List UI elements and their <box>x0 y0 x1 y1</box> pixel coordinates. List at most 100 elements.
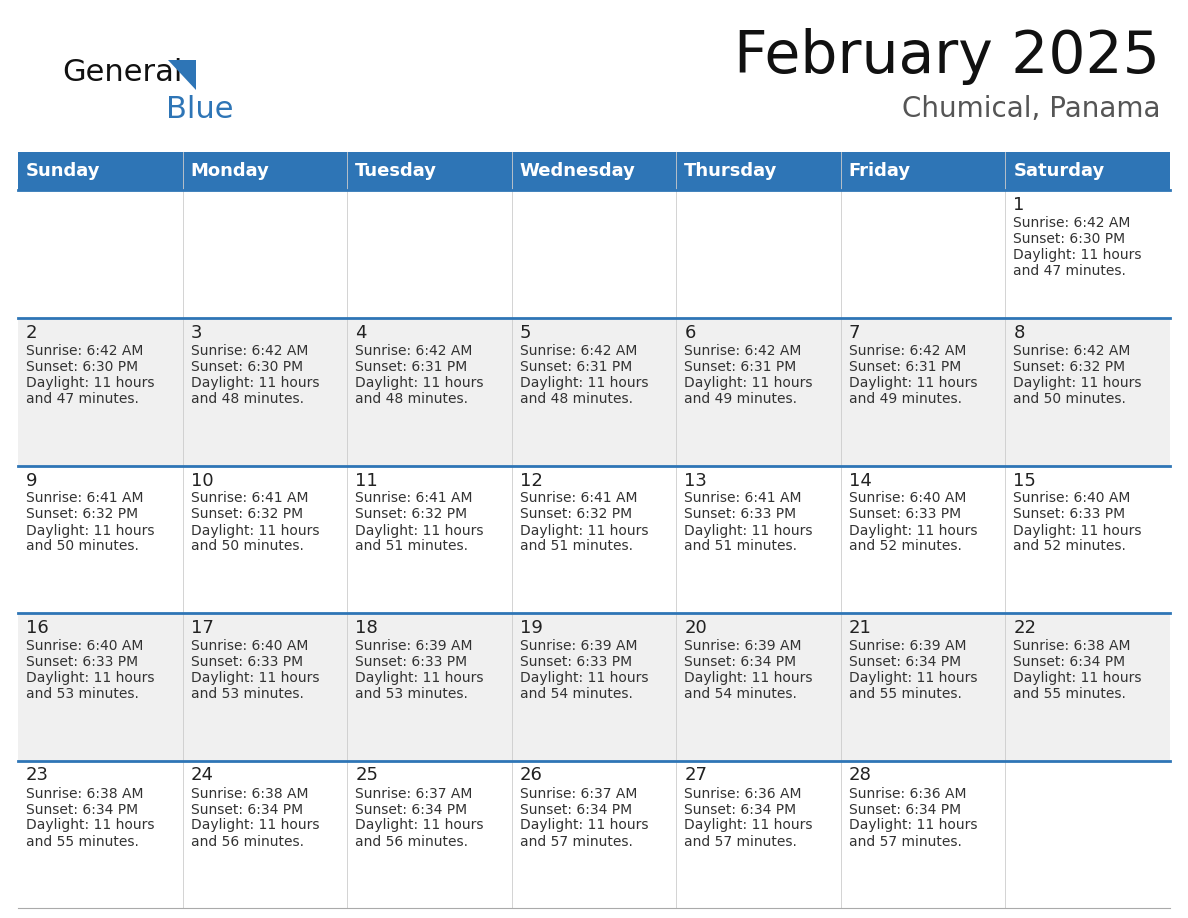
Text: 6: 6 <box>684 324 696 342</box>
Text: Blue: Blue <box>166 95 234 124</box>
Text: Sunrise: 6:38 AM: Sunrise: 6:38 AM <box>190 787 308 800</box>
Text: Sunset: 6:34 PM: Sunset: 6:34 PM <box>684 655 796 669</box>
Text: and 56 minutes.: and 56 minutes. <box>355 834 468 848</box>
Text: Sunrise: 6:37 AM: Sunrise: 6:37 AM <box>355 787 473 800</box>
Text: Sunset: 6:34 PM: Sunset: 6:34 PM <box>190 802 303 816</box>
Text: 25: 25 <box>355 767 378 785</box>
Text: Daylight: 11 hours: Daylight: 11 hours <box>519 376 649 390</box>
Text: 16: 16 <box>26 619 49 637</box>
Text: Sunset: 6:31 PM: Sunset: 6:31 PM <box>849 360 961 374</box>
Text: Daylight: 11 hours: Daylight: 11 hours <box>190 671 320 685</box>
Text: and 49 minutes.: and 49 minutes. <box>684 392 797 406</box>
Text: Sunset: 6:33 PM: Sunset: 6:33 PM <box>355 655 467 669</box>
Text: 17: 17 <box>190 619 214 637</box>
Text: Daylight: 11 hours: Daylight: 11 hours <box>355 523 484 538</box>
Text: Daylight: 11 hours: Daylight: 11 hours <box>1013 248 1142 262</box>
Text: Tuesday: Tuesday <box>355 162 437 180</box>
Bar <box>18 465 1170 613</box>
Text: and 53 minutes.: and 53 minutes. <box>26 687 139 701</box>
Text: Sunrise: 6:42 AM: Sunrise: 6:42 AM <box>684 344 802 358</box>
Text: Daylight: 11 hours: Daylight: 11 hours <box>849 671 978 685</box>
Text: Daylight: 11 hours: Daylight: 11 hours <box>519 523 649 538</box>
Text: Sunset: 6:34 PM: Sunset: 6:34 PM <box>684 802 796 816</box>
Text: 5: 5 <box>519 324 531 342</box>
Text: Sunrise: 6:39 AM: Sunrise: 6:39 AM <box>849 639 966 653</box>
Text: 4: 4 <box>355 324 367 342</box>
Text: February 2025: February 2025 <box>734 28 1159 85</box>
Text: 18: 18 <box>355 619 378 637</box>
Text: Sunset: 6:31 PM: Sunset: 6:31 PM <box>519 360 632 374</box>
Text: Sunset: 6:32 PM: Sunset: 6:32 PM <box>355 508 467 521</box>
Polygon shape <box>168 60 196 90</box>
Text: Sunrise: 6:42 AM: Sunrise: 6:42 AM <box>355 344 473 358</box>
Text: Friday: Friday <box>849 162 911 180</box>
Text: Daylight: 11 hours: Daylight: 11 hours <box>190 376 320 390</box>
Text: Sunset: 6:34 PM: Sunset: 6:34 PM <box>1013 655 1125 669</box>
Text: Sunrise: 6:36 AM: Sunrise: 6:36 AM <box>684 787 802 800</box>
Text: and 51 minutes.: and 51 minutes. <box>519 540 633 554</box>
Text: Sunset: 6:33 PM: Sunset: 6:33 PM <box>26 655 138 669</box>
Text: and 55 minutes.: and 55 minutes. <box>849 687 962 701</box>
Text: 26: 26 <box>519 767 543 785</box>
Text: 24: 24 <box>190 767 214 785</box>
Text: and 56 minutes.: and 56 minutes. <box>190 834 304 848</box>
Text: Daylight: 11 hours: Daylight: 11 hours <box>849 376 978 390</box>
Text: and 57 minutes.: and 57 minutes. <box>519 834 632 848</box>
Text: Daylight: 11 hours: Daylight: 11 hours <box>519 819 649 833</box>
Text: Daylight: 11 hours: Daylight: 11 hours <box>849 819 978 833</box>
Text: Sunset: 6:34 PM: Sunset: 6:34 PM <box>355 802 467 816</box>
Text: Sunset: 6:30 PM: Sunset: 6:30 PM <box>26 360 138 374</box>
Text: Daylight: 11 hours: Daylight: 11 hours <box>355 671 484 685</box>
Text: Sunrise: 6:42 AM: Sunrise: 6:42 AM <box>1013 344 1131 358</box>
Text: 3: 3 <box>190 324 202 342</box>
Text: Sunrise: 6:40 AM: Sunrise: 6:40 AM <box>1013 491 1131 506</box>
Text: and 47 minutes.: and 47 minutes. <box>26 392 139 406</box>
Text: and 50 minutes.: and 50 minutes. <box>190 540 303 554</box>
Text: 9: 9 <box>26 472 38 489</box>
Text: and 51 minutes.: and 51 minutes. <box>684 540 797 554</box>
Text: Daylight: 11 hours: Daylight: 11 hours <box>684 523 813 538</box>
Text: Sunset: 6:31 PM: Sunset: 6:31 PM <box>355 360 467 374</box>
Text: 1: 1 <box>1013 196 1025 214</box>
Text: Sunset: 6:30 PM: Sunset: 6:30 PM <box>190 360 303 374</box>
Text: and 48 minutes.: and 48 minutes. <box>190 392 304 406</box>
Text: and 55 minutes.: and 55 minutes. <box>1013 687 1126 701</box>
Text: Daylight: 11 hours: Daylight: 11 hours <box>684 819 813 833</box>
Text: Daylight: 11 hours: Daylight: 11 hours <box>26 819 154 833</box>
Text: Sunrise: 6:39 AM: Sunrise: 6:39 AM <box>355 639 473 653</box>
Text: Sunset: 6:34 PM: Sunset: 6:34 PM <box>849 655 961 669</box>
Text: Sunrise: 6:42 AM: Sunrise: 6:42 AM <box>519 344 637 358</box>
Text: 27: 27 <box>684 767 707 785</box>
Text: Daylight: 11 hours: Daylight: 11 hours <box>1013 376 1142 390</box>
Text: and 50 minutes.: and 50 minutes. <box>26 540 139 554</box>
Text: Daylight: 11 hours: Daylight: 11 hours <box>684 671 813 685</box>
Text: 22: 22 <box>1013 619 1036 637</box>
Text: and 47 minutes.: and 47 minutes. <box>1013 264 1126 278</box>
Text: Sunrise: 6:42 AM: Sunrise: 6:42 AM <box>1013 216 1131 230</box>
Text: 21: 21 <box>849 619 872 637</box>
Text: Sunrise: 6:36 AM: Sunrise: 6:36 AM <box>849 787 966 800</box>
Text: Daylight: 11 hours: Daylight: 11 hours <box>684 376 813 390</box>
Bar <box>18 318 1170 465</box>
Text: Sunset: 6:33 PM: Sunset: 6:33 PM <box>519 655 632 669</box>
Text: Sunset: 6:30 PM: Sunset: 6:30 PM <box>1013 232 1125 246</box>
Text: 20: 20 <box>684 619 707 637</box>
Text: Sunrise: 6:40 AM: Sunrise: 6:40 AM <box>190 639 308 653</box>
Text: 19: 19 <box>519 619 543 637</box>
Text: Sunrise: 6:37 AM: Sunrise: 6:37 AM <box>519 787 637 800</box>
Text: Sunrise: 6:39 AM: Sunrise: 6:39 AM <box>519 639 637 653</box>
Text: Daylight: 11 hours: Daylight: 11 hours <box>26 376 154 390</box>
Text: Sunrise: 6:39 AM: Sunrise: 6:39 AM <box>684 639 802 653</box>
Text: Daylight: 11 hours: Daylight: 11 hours <box>26 523 154 538</box>
Text: 15: 15 <box>1013 472 1036 489</box>
Text: Daylight: 11 hours: Daylight: 11 hours <box>26 671 154 685</box>
Text: Chumical, Panama: Chumical, Panama <box>902 95 1159 123</box>
Text: Sunrise: 6:41 AM: Sunrise: 6:41 AM <box>355 491 473 506</box>
Text: Sunset: 6:33 PM: Sunset: 6:33 PM <box>1013 508 1125 521</box>
Text: Sunset: 6:34 PM: Sunset: 6:34 PM <box>849 802 961 816</box>
Text: 14: 14 <box>849 472 872 489</box>
Text: Daylight: 11 hours: Daylight: 11 hours <box>519 671 649 685</box>
Text: Sunrise: 6:38 AM: Sunrise: 6:38 AM <box>26 787 144 800</box>
Text: and 55 minutes.: and 55 minutes. <box>26 834 139 848</box>
Text: Daylight: 11 hours: Daylight: 11 hours <box>190 523 320 538</box>
